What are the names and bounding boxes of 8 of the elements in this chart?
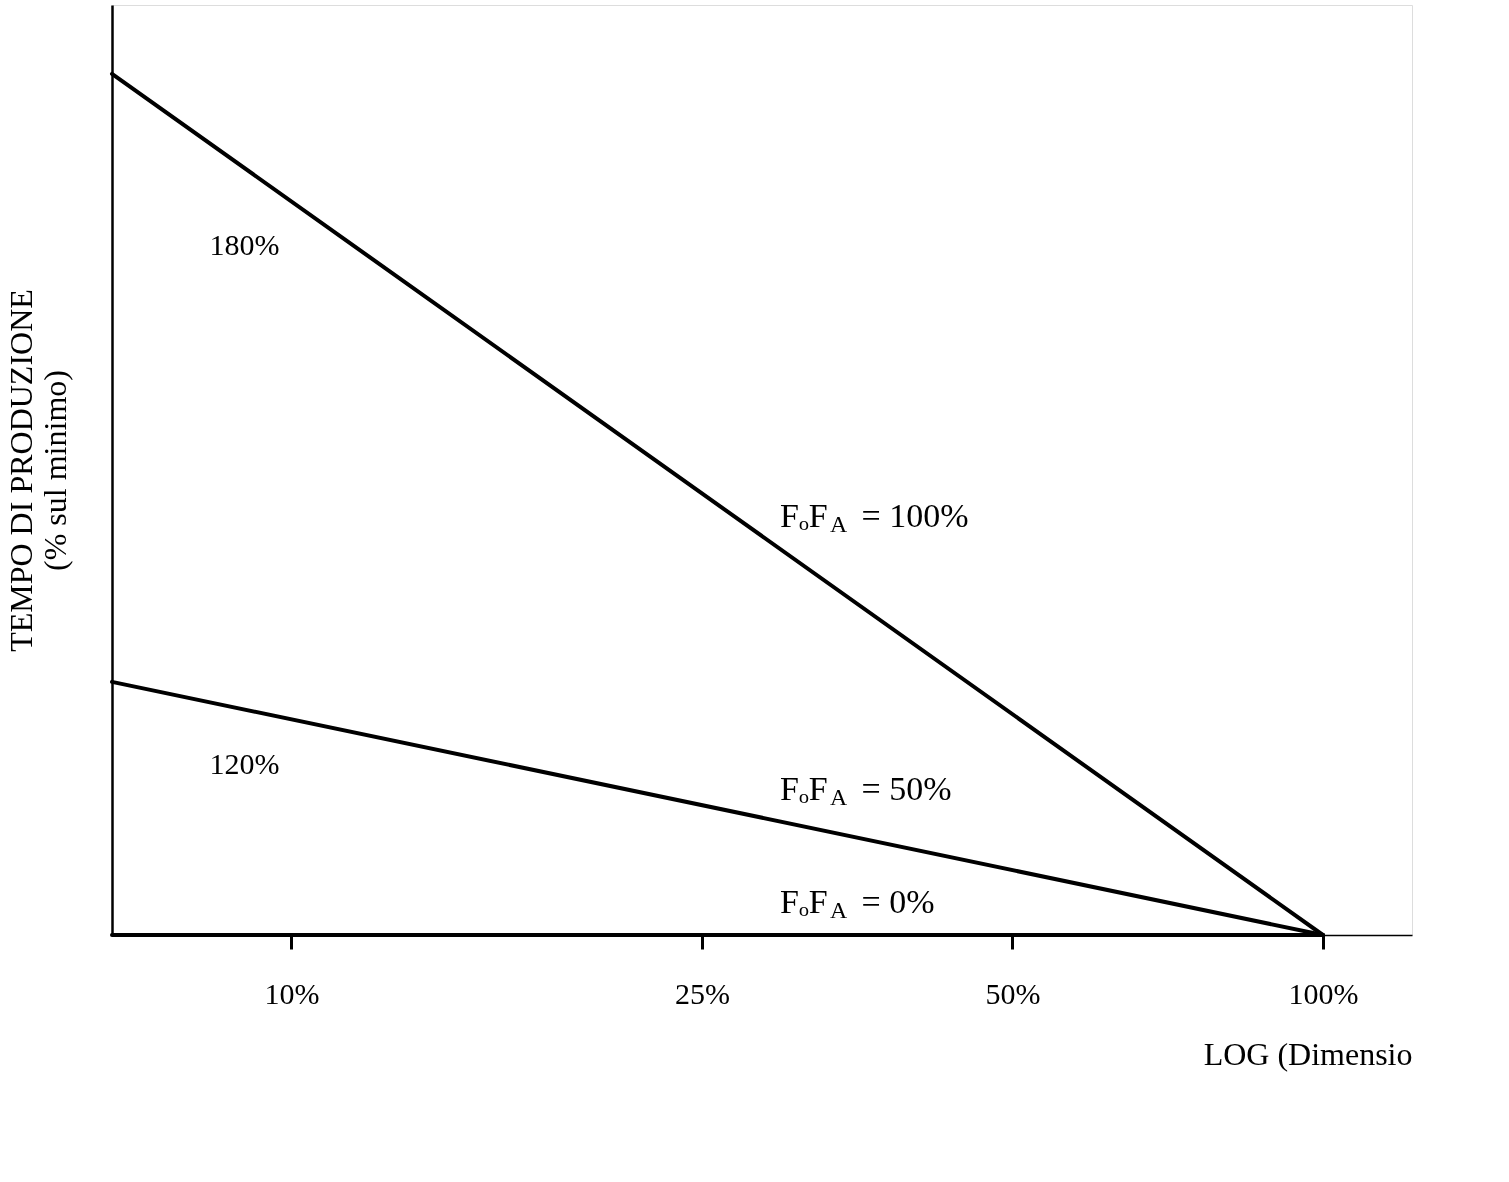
x-tick-label: 10% bbox=[264, 976, 320, 1010]
x-tick-label: 100% bbox=[1288, 976, 1359, 1010]
x-tick-label: 25% bbox=[674, 976, 730, 1010]
annotation: 120% bbox=[209, 746, 280, 780]
y-axis-title: TEMPO DI PRODUZIONE (% sul minimo) bbox=[2, 289, 73, 652]
x-tick-label: 50% bbox=[985, 976, 1041, 1010]
x-axis-title: LOG (Dimensio bbox=[1203, 1035, 1413, 1072]
annotation: 180% bbox=[209, 228, 280, 262]
